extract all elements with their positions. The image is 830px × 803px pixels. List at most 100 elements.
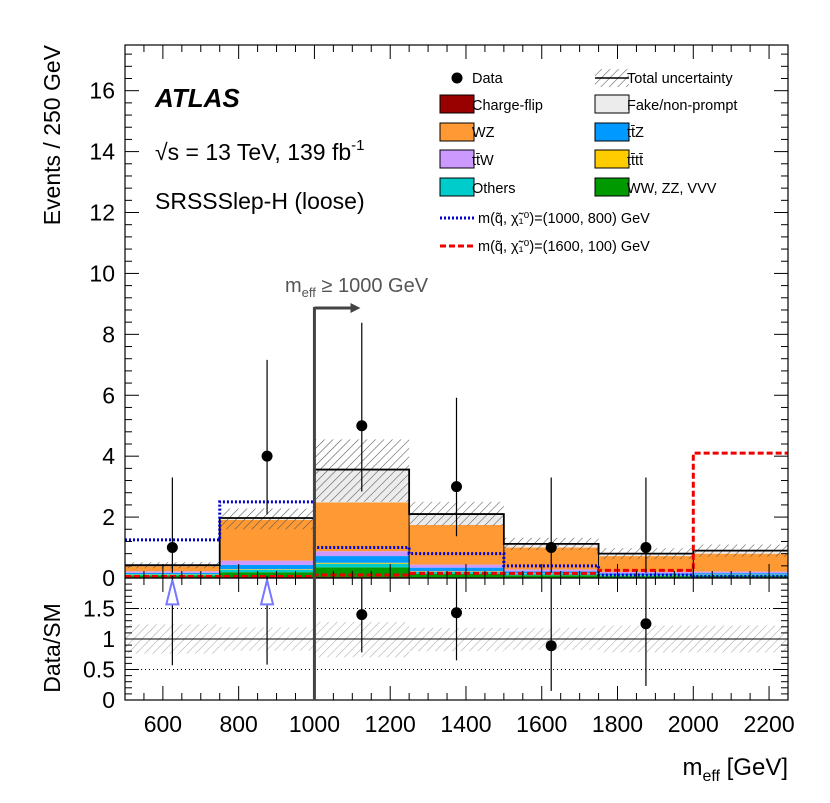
svg-text:tt̄Z: tt̄Z (627, 125, 644, 141)
legend-tttt: tt̄tt̄ (594, 149, 643, 169)
data-point (451, 481, 462, 493)
y-tick-label: 10 (89, 260, 115, 286)
legend-signal-1000-800: m(q̃, χ̃₁⁰)=(1000, 800) GeV (440, 211, 650, 227)
ratio-y-axis-ticks: 0 0.5 1 1.5 (83, 577, 788, 713)
x-tick-label: 1400 (440, 711, 491, 737)
x-tick-label: 2200 (743, 711, 794, 737)
data-point (166, 542, 178, 554)
legend-data: Data (451, 71, 504, 87)
stack-bar-tttt (219, 569, 315, 570)
y-tick-label: 16 (89, 78, 115, 104)
legend-ttw: tt̄W (439, 149, 494, 169)
ratio-point (356, 609, 368, 621)
svg-text:WZ: WZ (472, 125, 495, 141)
svg-text:Data: Data (472, 71, 504, 87)
y-tick-label: 12 (89, 200, 115, 226)
stack-bar-others (125, 574, 220, 576)
x-axis-ticks: 600 800 1000 1200 1400 1600 1800 2000 2200 (124, 578, 795, 737)
atlas-label: ATLAS (154, 83, 240, 113)
stack-bar-ttz (219, 564, 315, 570)
stack-bar-ttw (219, 560, 315, 565)
uncertainty-band (219, 508, 315, 530)
svg-text:WW, ZZ, VVV: WW, ZZ, VVV (627, 181, 717, 197)
meff-cut-marker: meff ≥ 1000 GeV (285, 275, 429, 700)
svg-text:Fake/non-prompt: Fake/non-prompt (627, 98, 737, 114)
ratio-y-tick-label: 0.5 (83, 657, 115, 683)
stack-bar-wwzzvvv (219, 572, 315, 578)
svg-text:tt̄W: tt̄W (472, 153, 494, 169)
stack-bar-wwzzvvv (409, 573, 504, 578)
signal-histograms (125, 451, 788, 578)
data-point (261, 450, 273, 462)
stack-bar-wwzzvvv (503, 575, 599, 578)
y-tick-label: 4 (102, 443, 115, 469)
x-tick-label: 1800 (592, 711, 643, 737)
meff-cut-label: meff ≥ 1000 GeV (285, 275, 429, 300)
svg-text:tt̄tt̄: tt̄tt̄ (627, 153, 643, 169)
x-axis-ticks-top-panel (124, 45, 789, 578)
svg-text:Others: Others (472, 181, 516, 197)
legend-ttz: tt̄Z (594, 122, 644, 142)
signal-1-line (125, 500, 788, 578)
y-axis-ticks: 0 2 4 6 8 10 12 14 16 (89, 53, 788, 591)
ratio-points (165, 576, 652, 691)
ratio-offscale-arrow-icon (165, 579, 180, 606)
signal-2-line (125, 451, 788, 578)
legend-fake-nonprompt: Fake/non-prompt (594, 94, 737, 114)
ratio-y-tick-label: 0 (102, 687, 115, 713)
stack-bar-wz (314, 502, 410, 552)
stack-bar-ttz (409, 567, 504, 572)
y-tick-label: 2 (102, 504, 115, 530)
ratio-y-tick-label: 1.5 (83, 596, 115, 622)
y-tick-label: 6 (102, 382, 115, 408)
stack-bar-ttw (314, 551, 410, 557)
ratio-offscale-arrow-icon (259, 579, 275, 606)
ratio-y-axis-label: Data/SM (39, 603, 65, 692)
region-label: SRSSSlep-H (loose) (155, 188, 365, 214)
y-tick-label: 0 (102, 565, 115, 591)
ratio-point (640, 618, 652, 630)
legend-signal-1600-100: m(q̃, χ̃₁⁰)=(1600, 100) GeV (440, 239, 650, 255)
stack-bar-ttw (409, 564, 504, 568)
svg-text:Total uncertainty: Total uncertainty (627, 71, 733, 87)
y-tick-label: 8 (102, 321, 115, 347)
stack-bar-ttw (693, 571, 788, 574)
svg-text:m(q̃, χ̃₁⁰)=(1600, 100) GeV: m(q̃, χ̃₁⁰)=(1600, 100) GeV (478, 239, 650, 255)
stack-bar-ttz (693, 573, 788, 575)
stack-bar-tttt (314, 562, 410, 564)
stack-bar-ttz (314, 556, 410, 563)
data-points (166, 322, 652, 573)
x-tick-label: 800 (219, 711, 257, 737)
stack-bar-others (503, 573, 599, 576)
data-point (356, 420, 368, 432)
ratio-plot: 0 0.5 1 1.5 600 800 1000 1200 1400 1600 1800 2000 2… (83, 576, 795, 737)
legend-charge-flip: Charge-flip (439, 94, 543, 114)
stack-bar-tttt (409, 571, 504, 572)
ratio-point (451, 607, 462, 619)
stack-bar-wz (693, 553, 788, 572)
ratio-point (545, 640, 557, 652)
y-axis-label: Events / 250 GeV (39, 44, 65, 225)
stack-bar-others (219, 569, 315, 573)
main-plot: 0 2 4 6 8 10 12 14 16 (89, 44, 789, 591)
svg-text:Charge-flip: Charge-flip (472, 98, 543, 114)
stack-bar-wwzzvvv (598, 576, 694, 578)
stack-bar-wwzzvvv (314, 567, 410, 578)
y-tick-label: 14 (89, 139, 115, 165)
stack-bar-others (314, 563, 410, 568)
legend-others: Others (439, 177, 516, 197)
svg-text:m(q̃, χ̃₁⁰)=(1000, 800) GeV: m(q̃, χ̃₁⁰)=(1000, 800) GeV (478, 211, 650, 227)
x-tick-label: 1600 (516, 711, 567, 737)
x-tick-label: 1200 (365, 711, 416, 737)
legend-ww-zz-vvv: WW, ZZ, VVV (594, 177, 717, 197)
ratio-y-tick-label: 1 (102, 626, 115, 652)
x-tick-label: 600 (144, 711, 182, 737)
stack-bar-ttz (125, 572, 220, 575)
energy-lumi-label: √s = 13 TeV, 139 fb-1 (155, 137, 364, 165)
x-tick-label: 2000 (668, 711, 719, 737)
data-point (545, 542, 557, 554)
legend-wz: WZ (439, 122, 495, 142)
data-point (640, 542, 652, 554)
x-axis-label: meff [GeV] (682, 754, 788, 785)
